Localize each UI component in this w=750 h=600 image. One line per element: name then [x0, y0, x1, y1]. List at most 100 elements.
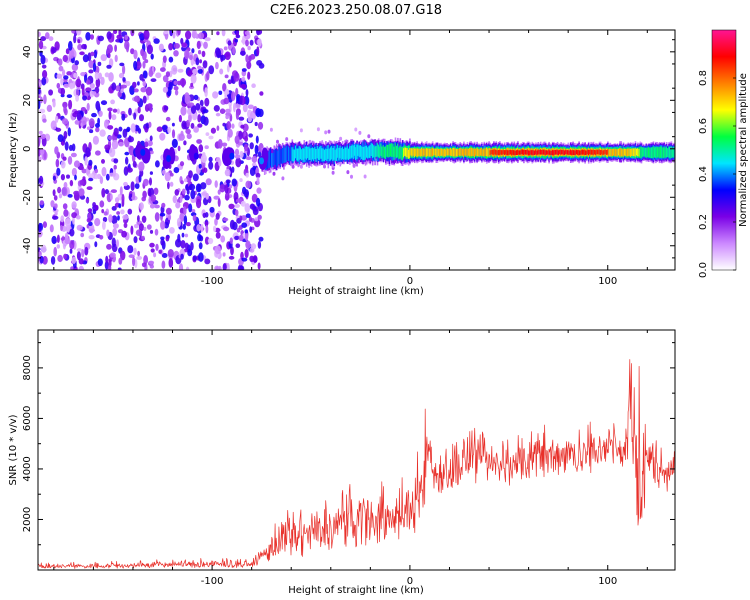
signal-cell — [394, 143, 397, 157]
signal-cell — [440, 148, 442, 156]
noise-blob — [90, 34, 94, 40]
noise-blob — [188, 203, 193, 213]
noise-blob — [203, 41, 208, 49]
signal-cell — [580, 149, 583, 155]
noise-blob — [234, 203, 241, 208]
noise-blob — [85, 198, 90, 203]
noise-blob — [204, 258, 211, 265]
noise-blob — [52, 100, 56, 108]
signal-cell — [417, 148, 420, 157]
noise-blob — [149, 171, 153, 175]
noise-blob — [122, 93, 126, 100]
colorbar-label: Normalized spectral amplitude — [738, 73, 749, 227]
signal-cell — [332, 147, 334, 161]
noise-blob — [299, 128, 303, 133]
noise-blob — [254, 121, 258, 127]
signal-cell — [603, 149, 606, 155]
noise-blob — [240, 83, 247, 89]
signal-cell — [268, 150, 271, 168]
noise-blob — [231, 166, 235, 173]
noise-blob — [181, 120, 187, 130]
noise-blob — [156, 126, 163, 132]
noise-blob — [254, 217, 259, 222]
noise-blob — [224, 192, 230, 201]
signal-cell — [376, 142, 379, 157]
noise-blob — [226, 262, 230, 270]
signal-cell — [433, 148, 435, 156]
noise-blob — [62, 54, 68, 63]
signal-cell — [651, 147, 654, 159]
noise-blob — [103, 211, 108, 216]
noise-blob — [245, 39, 249, 47]
noise-blob — [197, 68, 203, 74]
signal-cell — [544, 150, 547, 156]
noise-blob — [41, 136, 47, 147]
noise-blob — [119, 186, 123, 196]
noise-blob — [165, 207, 172, 215]
noise-blob — [192, 173, 199, 182]
noise-blob — [143, 226, 147, 231]
noise-blob — [107, 107, 113, 112]
signal-cell — [471, 148, 474, 157]
noise-blob — [57, 254, 63, 263]
signal-cell — [386, 144, 388, 157]
noise-blob — [66, 94, 73, 98]
noise-blob — [246, 61, 252, 70]
signal-cell — [382, 145, 385, 158]
signal-track — [135, 137, 675, 175]
signal-cell — [590, 149, 592, 155]
signal-cell — [599, 150, 602, 156]
colorbar-tick-label: 0.4 — [698, 166, 709, 182]
noise-blob — [224, 184, 229, 194]
noise-blob — [196, 40, 201, 50]
noise-blob — [85, 32, 91, 41]
signal-cell — [287, 146, 290, 161]
signal-cell — [428, 148, 430, 157]
noise-blob — [118, 72, 125, 79]
noise-blob — [60, 160, 66, 169]
noise-blob — [56, 82, 61, 89]
signal-cell — [505, 150, 507, 155]
noise-blob — [108, 214, 113, 223]
noise-blob — [57, 186, 62, 194]
noise-blob — [184, 92, 190, 99]
noise-blob — [69, 248, 73, 254]
noise-blob — [227, 40, 232, 46]
noise-blob — [204, 37, 211, 42]
noise-blob — [155, 160, 160, 168]
signal-cell — [561, 149, 564, 155]
signal-cell — [459, 147, 462, 156]
noise-blob — [110, 99, 115, 105]
signal-cell — [514, 150, 517, 156]
noise-blob — [133, 95, 141, 103]
signal-cell — [653, 147, 656, 158]
noise-blob — [105, 173, 110, 181]
x-tick-label: 0 — [407, 276, 413, 287]
noise-blob — [208, 156, 213, 162]
noise-blob — [165, 71, 170, 78]
noise-blob — [181, 42, 188, 48]
noise-blob — [188, 183, 196, 191]
noise-blob — [165, 235, 170, 242]
noise-blob — [130, 225, 134, 235]
noise-blob — [118, 30, 122, 37]
noise-blob — [55, 158, 60, 168]
signal-cell — [364, 146, 367, 160]
signal-cell — [596, 149, 598, 155]
noise-blob — [169, 227, 175, 234]
noise-blob — [84, 246, 89, 256]
signal-cell — [669, 146, 672, 159]
x-tick-label: 0 — [407, 576, 413, 587]
noise-blob — [192, 255, 198, 261]
signal-cell — [517, 149, 519, 155]
noise-blob — [162, 86, 169, 93]
noise-blob — [121, 230, 127, 238]
noise-blob — [89, 83, 95, 89]
noise-blob — [40, 244, 47, 253]
noise-blob — [126, 126, 131, 132]
noise-blob — [112, 108, 118, 113]
signal-cell — [321, 148, 324, 162]
signal-cell — [295, 145, 297, 159]
noise-blob — [139, 169, 144, 177]
noise-blob — [38, 40, 44, 50]
